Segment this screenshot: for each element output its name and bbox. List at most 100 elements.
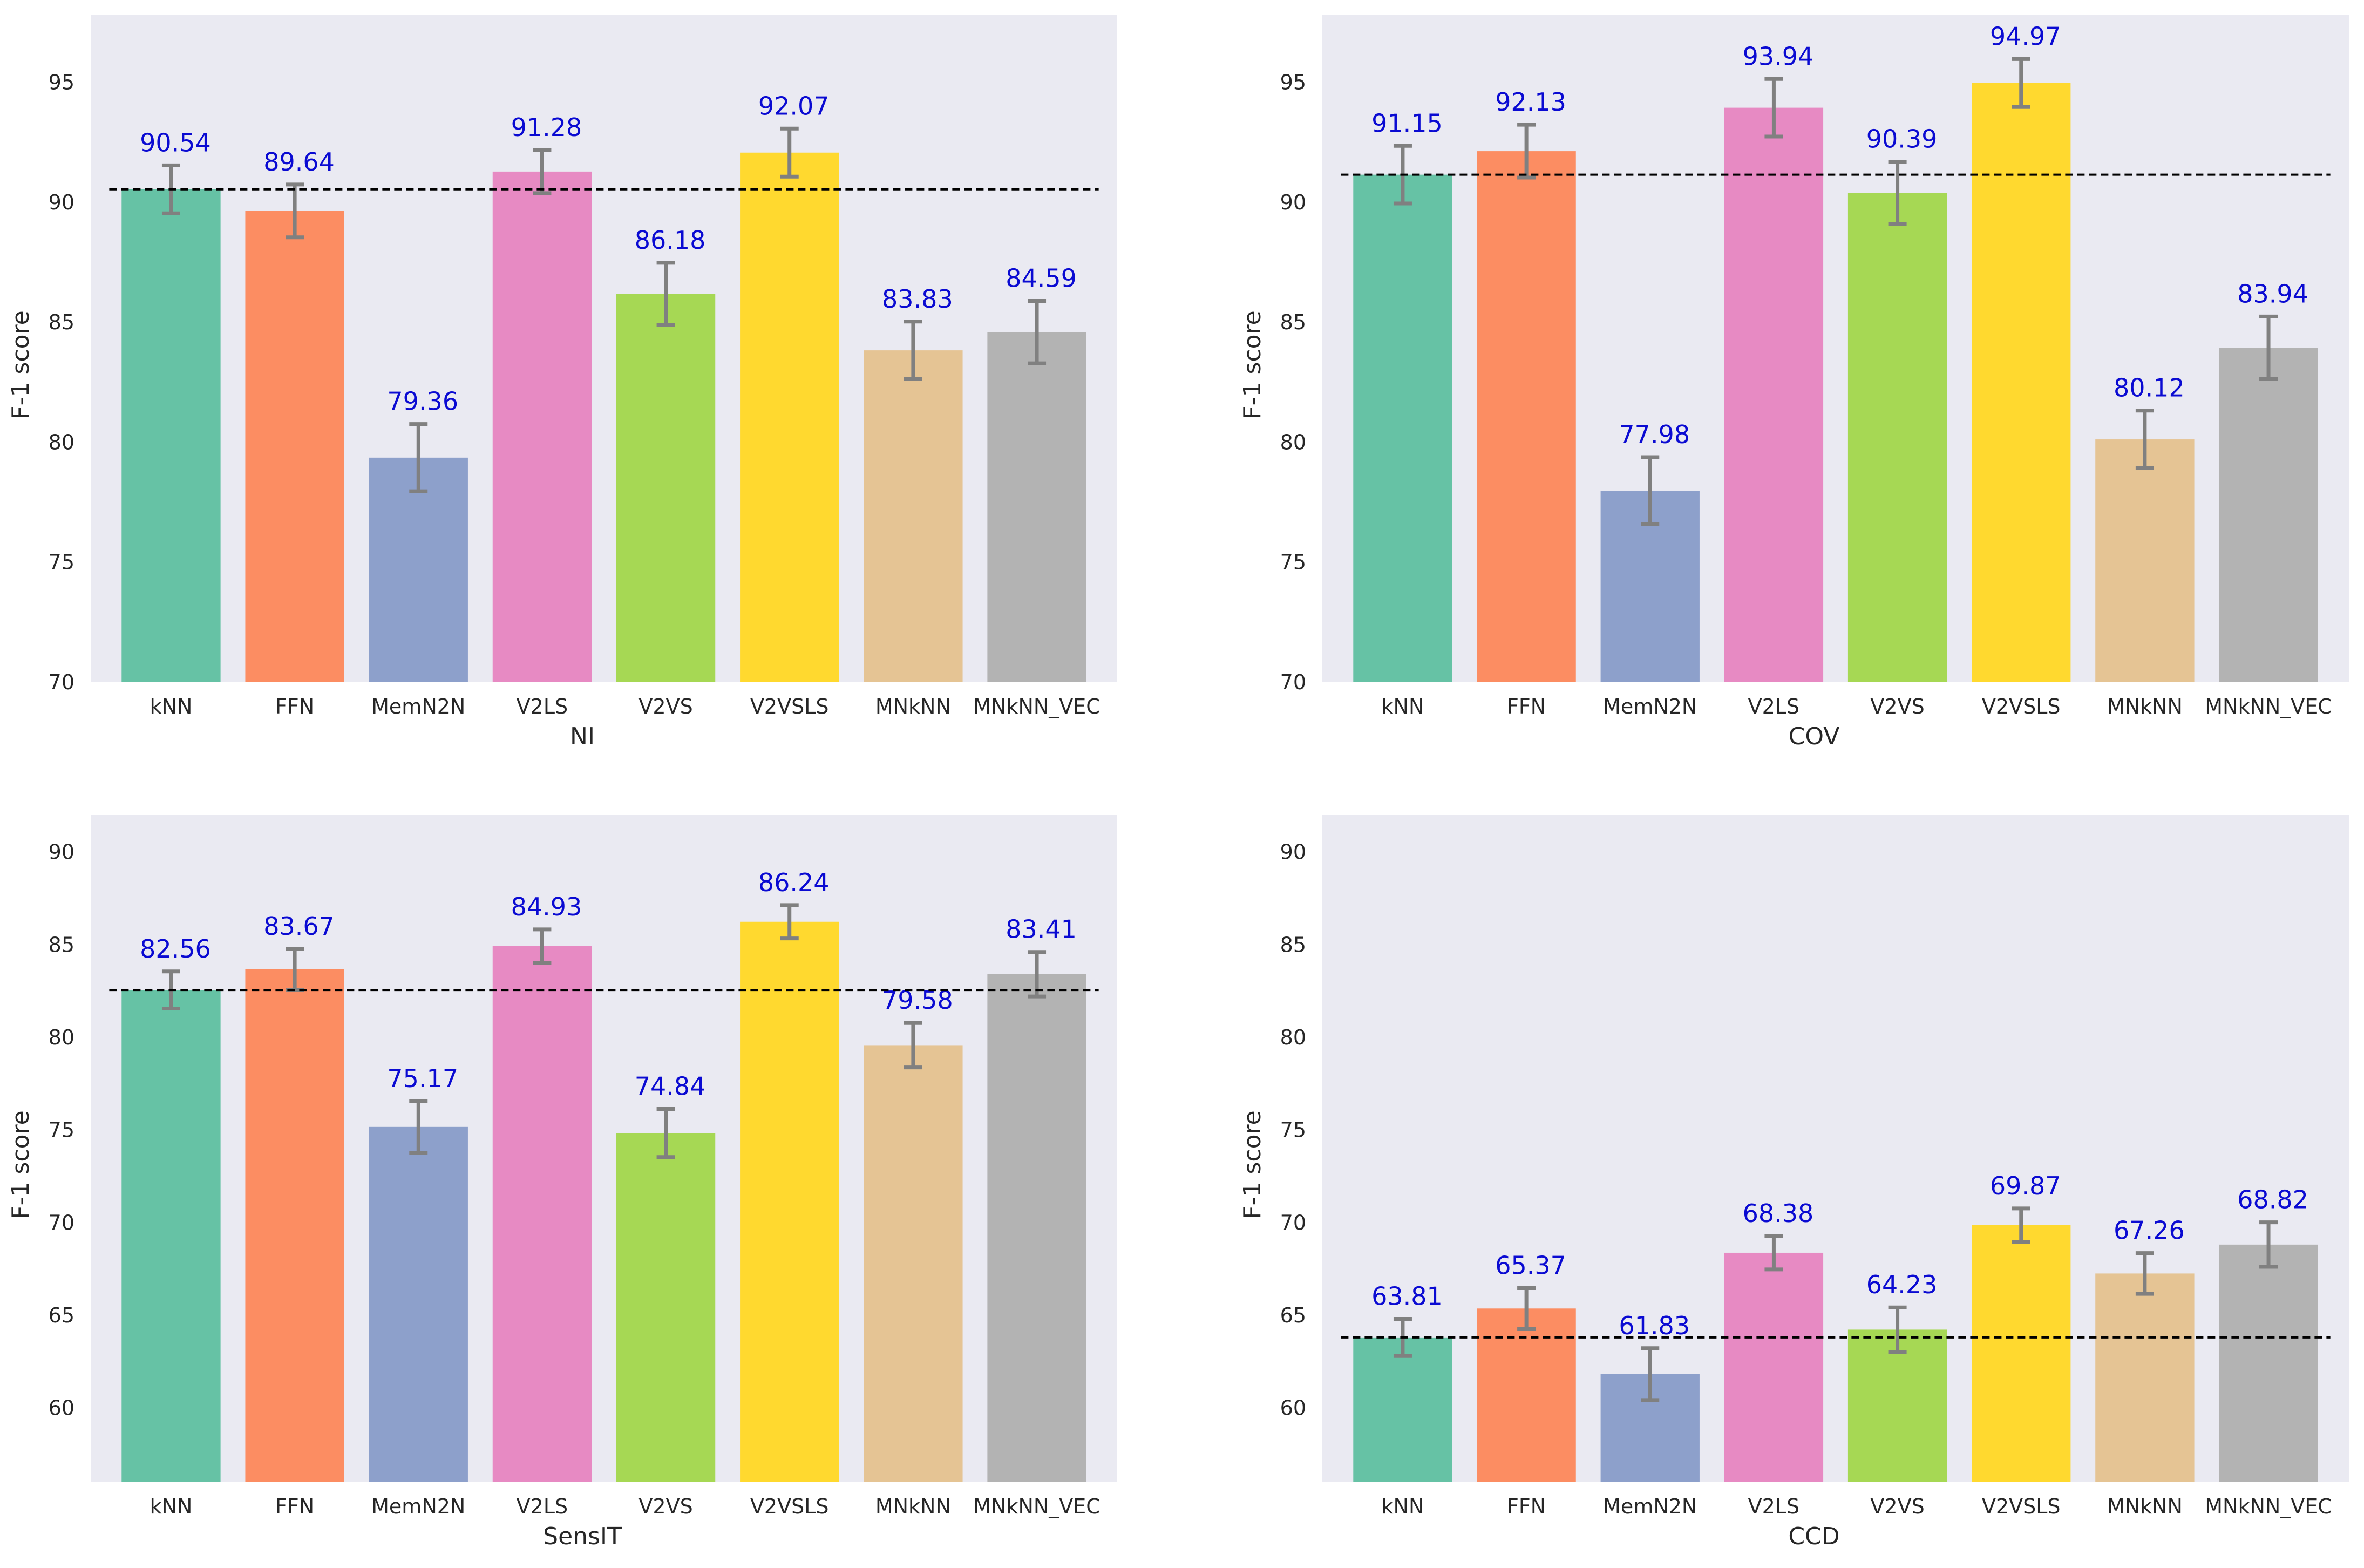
y-axis-label: F-1 score [1239,310,1266,419]
y-tick-label: 95 [1280,70,1306,94]
y-tick-label: 70 [49,670,74,694]
x-tick-label: MemN2N [371,1495,465,1518]
y-tick-label: 85 [49,310,74,334]
bar-v2vsls [1972,83,2071,683]
x-tick-label: MNkNN_VEC [2205,1495,2332,1518]
value-label: 83.41 [1006,915,1077,944]
bar-mnknn-vec [987,974,1086,1482]
x-tick-label: V2VSLS [750,695,829,718]
value-label: 83.67 [263,912,335,941]
y-tick-label: 85 [49,933,74,956]
value-label: 93.94 [1743,42,1814,71]
y-axis-label: F-1 score [1239,1110,1266,1219]
value-label: 68.38 [1743,1199,1814,1228]
y-tick-label: 90 [1280,840,1306,864]
y-tick-label: 80 [49,1026,74,1049]
value-label: 91.15 [1371,108,1443,138]
value-label: 68.82 [2237,1185,2308,1214]
chart-panel-cov: 70 75 80 85 90 95 91.15 kNN 92.13 FFN 77.98 MemN2N 9… [1239,15,2349,750]
x-tick-label: V2LS [517,1495,568,1518]
bar-v2ls [492,171,592,682]
y-tick-label: 70 [1280,1211,1306,1234]
value-label: 79.36 [387,387,458,416]
x-tick-label: MemN2N [1603,1495,1697,1518]
bar-v2vsls [740,921,839,1482]
value-label: 74.84 [635,1072,706,1101]
x-tick-label: MNkNN_VEC [2205,695,2332,718]
x-tick-label: V2VSLS [1982,1495,2061,1518]
bar-memn2n [369,457,468,682]
plot-area [1322,15,2349,682]
x-tick-label: V2VS [1870,695,1924,718]
bar-knn [1353,174,1452,682]
bar-ffn [1477,1308,1576,1482]
y-tick-label: 90 [1280,191,1306,214]
y-tick-label: 70 [49,1211,74,1234]
x-tick-label: MNkNN_VEC [973,1495,1101,1518]
bar-v2vs [616,294,716,682]
bar-knn [121,990,221,1482]
bar-mnknn [2095,439,2195,682]
x-tick-label: kNN [150,695,193,718]
bar-v2vsls [740,152,839,682]
bar-memn2n [369,1126,468,1482]
x-tick-label: FFN [1507,695,1546,718]
y-tick-label: 95 [49,70,74,94]
x-tick-label: V2VS [1870,1495,1924,1518]
bar-ffn [1477,151,1576,682]
y-tick-label: 75 [1280,551,1306,574]
value-label: 61.83 [1619,1311,1690,1340]
bar-mnknn [864,350,963,682]
y-tick-label: 60 [1280,1396,1306,1420]
x-tick-label: MNkNN [2107,695,2183,718]
bar-mnknn-vec [987,332,1086,682]
bar-ffn [245,969,344,1482]
x-tick-label: MNkNN_VEC [973,695,1101,718]
y-tick-label: 65 [1280,1304,1306,1327]
value-label: 86.18 [635,226,706,255]
value-label: 67.26 [2114,1216,2185,1245]
value-label: 90.39 [1866,125,1938,154]
y-tick-label: 70 [1280,670,1306,694]
chart-panel-ni: 70 75 80 85 90 95 90.54 kNN 89.64 FFN 79.36 MemN2N 9… [7,15,1117,750]
x-tick-label: kNN [1382,1495,1424,1518]
x-tick-label: V2LS [1748,1495,1799,1518]
y-tick-label: 75 [1280,1118,1306,1142]
y-tick-label: 80 [49,430,74,454]
bar-mnknn-vec [2219,348,2318,682]
bar-v2vs [1847,193,1947,683]
x-tick-label: V2VSLS [1982,695,2061,718]
value-label: 91.28 [511,113,582,142]
chart-panel-sensit: 60 65 70 75 80 85 90 82.56 kNN 83.67 FFN 75.17 MemN2… [7,815,1117,1550]
value-label: 69.87 [1990,1171,2061,1200]
x-tick-label: FFN [275,695,314,718]
value-label: 83.83 [882,284,953,314]
value-label: 77.98 [1619,420,1690,449]
y-axis-label: F-1 score [7,310,35,419]
bar-mnknn [2095,1273,2195,1482]
bar-mnknn-vec [2219,1244,2318,1482]
x-tick-label: V2VSLS [750,1495,829,1518]
x-tick-label: V2LS [1748,695,1799,718]
value-label: 94.97 [1990,22,2061,51]
value-label: 86.24 [758,868,830,897]
plot-area [91,15,1117,682]
value-label: 84.59 [1006,264,1077,293]
value-label: 92.07 [758,91,830,120]
x-tick-label: FFN [1507,1495,1546,1518]
y-tick-label: 75 [49,551,74,574]
y-tick-label: 85 [1280,310,1306,334]
value-label: 89.64 [263,147,335,177]
y-tick-label: 75 [49,1118,74,1142]
value-label: 84.93 [511,892,582,921]
x-axis-label: NI [570,723,595,750]
bar-v2ls [1724,1252,1824,1482]
value-label: 64.23 [1866,1270,1938,1299]
y-tick-label: 60 [49,1396,74,1420]
value-label: 63.81 [1371,1282,1443,1311]
value-label: 83.94 [2237,279,2308,308]
bar-v2ls [492,946,592,1482]
y-tick-label: 90 [49,840,74,864]
value-label: 65.37 [1495,1251,1566,1280]
